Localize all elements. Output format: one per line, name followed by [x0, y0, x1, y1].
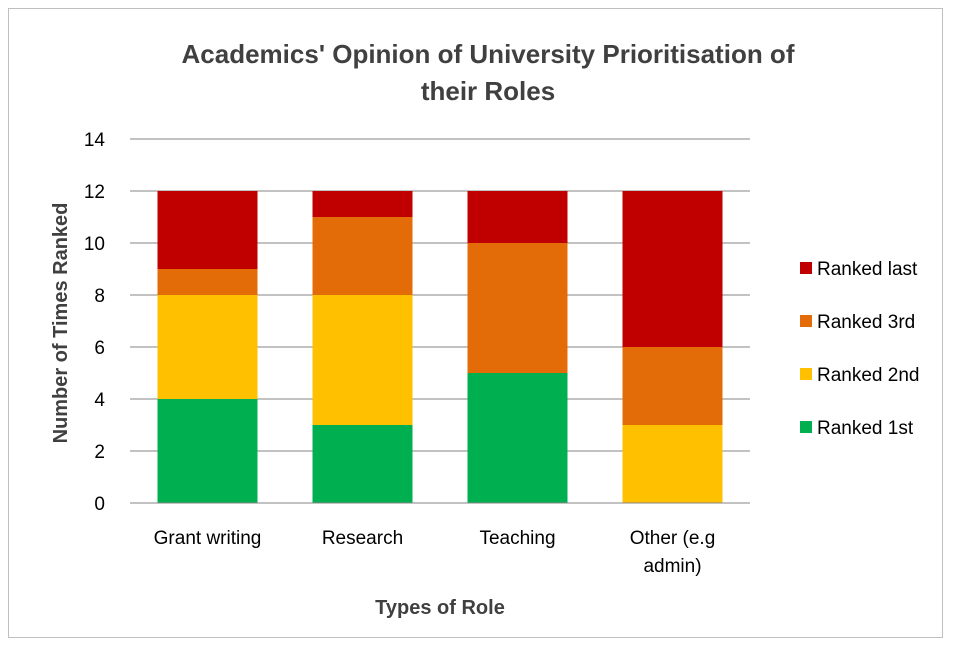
- bar-segment: [312, 295, 413, 425]
- bar-segment: [467, 243, 568, 373]
- bar-segment: [467, 191, 568, 243]
- y-axis-title: Number of Times Ranked: [50, 203, 72, 444]
- legend-swatch: [800, 262, 812, 274]
- bar-segment: [157, 295, 258, 399]
- legend-swatch: [800, 315, 812, 327]
- y-tick-label: 10: [84, 234, 105, 255]
- bar-segment: [157, 191, 258, 269]
- legend-label: Ranked 1st: [817, 418, 914, 439]
- legend-swatch: [800, 421, 812, 433]
- legend-label: Ranked 3rd: [817, 312, 915, 333]
- legend-label: Ranked last: [817, 259, 918, 280]
- y-tick-label: 6: [94, 338, 105, 359]
- x-category-label: Grant writing: [154, 528, 262, 549]
- x-category-label: Other (e.g: [630, 528, 716, 549]
- bar-segment: [312, 191, 413, 217]
- bar-segment: [312, 217, 413, 295]
- y-tick-label: 8: [94, 286, 105, 307]
- chart-title-line-1: Academics' Opinion of University Priorit…: [182, 39, 795, 69]
- y-tick-label: 14: [84, 130, 106, 151]
- bar-segment: [467, 373, 568, 503]
- x-category-label: Research: [322, 528, 403, 549]
- legend: Ranked last Ranked 3rd Ranked 2nd Ranked 1s…: [800, 259, 919, 439]
- chart-title-line-2: their Roles: [421, 76, 555, 106]
- x-category-label: Teaching: [479, 528, 555, 549]
- bar-segment: [622, 425, 723, 503]
- legend-swatch: [800, 368, 812, 380]
- y-tick-label: 4: [94, 390, 105, 411]
- bar-segment: [157, 269, 258, 295]
- bar-segment: [312, 425, 413, 503]
- legend-label: Ranked 2nd: [817, 365, 919, 386]
- bar-segment: [622, 191, 723, 347]
- bars: [157, 191, 723, 503]
- bar-segment: [622, 347, 723, 425]
- y-axis-tick-labels: 0 2 4 6 8 10 12 14: [84, 130, 106, 515]
- chart-title: Academics' Opinion of University Priorit…: [182, 39, 795, 106]
- y-tick-label: 2: [94, 442, 105, 463]
- y-tick-label: 0: [94, 494, 105, 515]
- y-tick-label: 12: [84, 182, 105, 203]
- x-category-label: admin): [643, 556, 701, 577]
- x-axis-category-labels: Grant writing Research Teaching Other (e.g a…: [154, 528, 716, 577]
- bar-segment: [157, 399, 258, 503]
- x-axis-title: Types of Role: [375, 597, 505, 619]
